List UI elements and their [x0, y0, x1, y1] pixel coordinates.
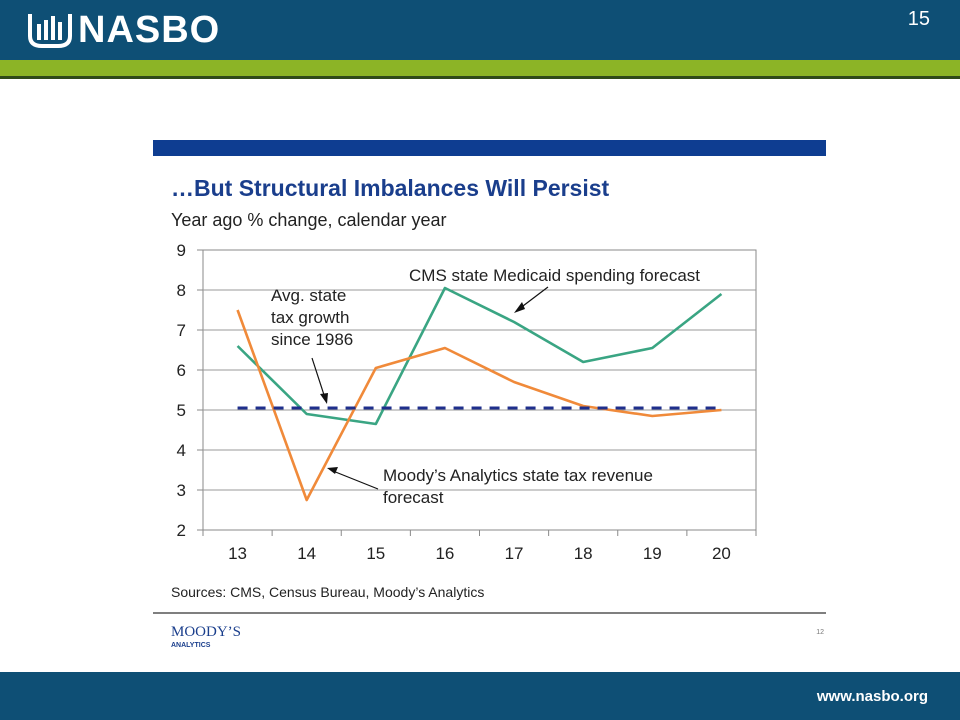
arrowhead-avg	[320, 393, 328, 404]
arrowhead-medicaid	[514, 302, 525, 313]
y-tick-label: 2	[177, 521, 186, 540]
y-axis-ticks: 2 3 4 5 6 7 8 9	[177, 241, 203, 540]
nasbo-logo-icon	[28, 14, 72, 48]
y-tick-label: 8	[177, 281, 186, 300]
chart-title: …But Structural Imbalances Will Persist	[171, 175, 610, 201]
x-tick-label: 17	[505, 544, 524, 563]
moodys-logo-sub: ANALYTICS	[171, 642, 211, 649]
x-tick-label: 19	[643, 544, 662, 563]
header-accent-bar	[0, 60, 960, 76]
x-tick-label: 13	[228, 544, 247, 563]
y-tick-label: 4	[177, 441, 186, 460]
y-tick-label: 6	[177, 361, 186, 380]
arrowhead-tax	[327, 467, 338, 474]
plot-area	[202, 249, 757, 531]
x-tick-label: 16	[435, 544, 454, 563]
x-tick-label: 18	[574, 544, 593, 563]
arrow-avg	[311, 357, 326, 399]
moodys-logo-text: MOODY’S	[171, 624, 241, 640]
footer-url[interactable]: www.nasbo.org	[816, 688, 928, 705]
annotation-tax-line-1: Moody’s Analytics state tax revenue	[383, 466, 653, 485]
annotation-avg-line-3: since 1986	[271, 330, 353, 349]
footer-bar: www.nasbo.org	[0, 672, 960, 720]
annotation-avg-line-2: tax growth	[271, 308, 349, 327]
header-accent-line	[0, 76, 960, 79]
nasbo-logo: NASBO	[26, 8, 220, 52]
annotation-avg-line-1: Avg. state	[271, 286, 346, 305]
arrow-medicaid	[518, 286, 549, 310]
x-tick-label: 14	[297, 544, 316, 563]
y-tick-label: 7	[177, 321, 186, 340]
x-axis-ticks: 13 14 15 16 17 18 19 20	[202, 530, 757, 563]
series-line-tax-revenue	[236, 309, 722, 502]
y-tick-label: 3	[177, 481, 186, 500]
y-tick-label: 9	[177, 241, 186, 260]
annotation-medicaid: CMS state Medicaid spending forecast	[409, 266, 700, 285]
logo-text: NASBO	[78, 8, 221, 51]
page-number: 15	[907, 8, 930, 30]
y-tick-label: 5	[177, 401, 186, 420]
gridlines	[203, 289, 756, 491]
arrow-tax	[332, 470, 379, 490]
slide-top-bar	[153, 140, 826, 156]
header-bar	[0, 0, 960, 60]
series-group	[236, 286, 723, 502]
x-tick-label: 15	[366, 544, 385, 563]
series-line-medicaid	[236, 286, 723, 426]
sources-note: Sources: CMS, Census Bureau, Moody’s Ana…	[171, 584, 484, 600]
chart-subtitle: Year ago % change, calendar year	[171, 210, 447, 230]
annotation-tax-line-2: forecast	[383, 488, 444, 507]
x-tick-label: 20	[712, 544, 731, 563]
slide-number: 12	[816, 629, 824, 636]
